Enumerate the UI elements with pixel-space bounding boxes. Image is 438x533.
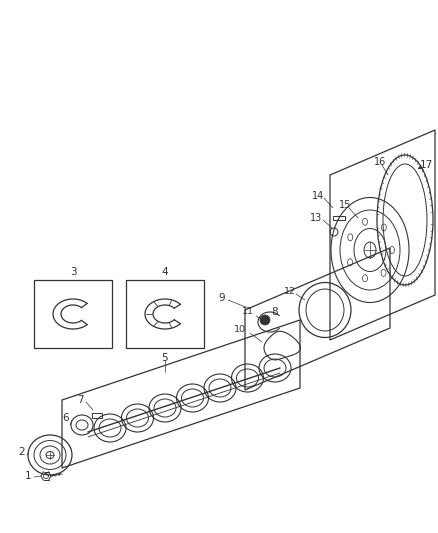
Bar [92,413,102,418]
Text: 1: 1 [25,471,31,481]
Bar [126,280,204,348]
Bar [333,216,345,220]
Text: 6: 6 [63,413,69,423]
Text: 14: 14 [312,191,324,201]
Text: 15: 15 [339,200,351,210]
Text: 5: 5 [162,353,168,363]
Text: 17: 17 [419,160,433,170]
Text: 11: 11 [242,308,254,317]
Circle shape [260,315,270,325]
Text: 2: 2 [19,447,25,457]
Text: 3: 3 [70,267,76,277]
Text: 12: 12 [284,287,296,296]
Text: 13: 13 [310,213,322,223]
Text: 10: 10 [234,326,246,335]
Text: 16: 16 [374,157,386,167]
Bar [34,280,112,348]
Text: 7: 7 [77,395,83,405]
Text: 8: 8 [272,307,278,317]
Text: 4: 4 [162,267,168,277]
Text: 9: 9 [219,293,225,303]
